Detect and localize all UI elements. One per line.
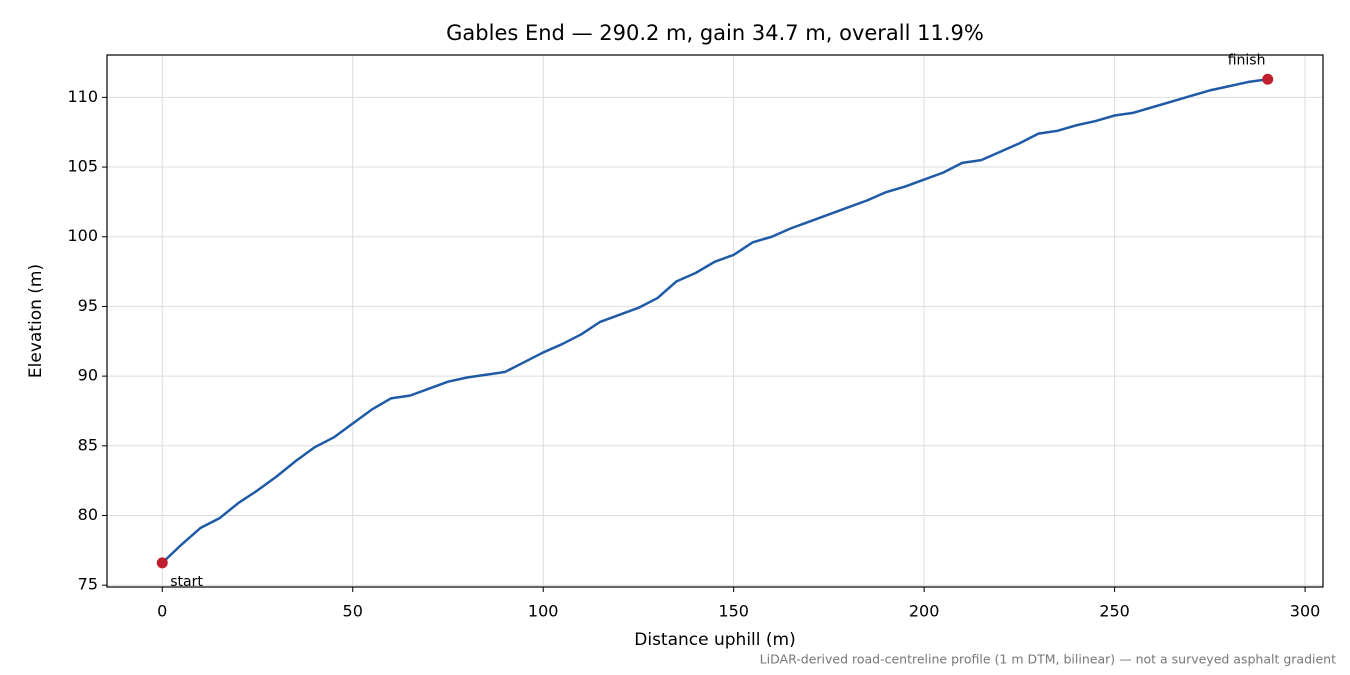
x-tick-label: 300 (1290, 602, 1321, 621)
x-tick-label: 100 (528, 602, 559, 621)
y-tick-label: 110 (67, 87, 98, 106)
y-tick-label: 90 (78, 366, 98, 385)
chart-title: Gables End — 290.2 m, gain 34.7 m, overa… (446, 21, 984, 45)
y-tick-label: 85 (78, 435, 98, 454)
x-tick-label: 50 (343, 602, 363, 621)
plot-frame (106, 54, 1324, 588)
endpoint-label: finish (1228, 52, 1266, 68)
x-tick-label: 250 (1099, 602, 1130, 621)
y-tick-label: 75 (78, 575, 98, 594)
y-tick-label: 105 (67, 157, 98, 176)
x-tick-label: 200 (909, 602, 940, 621)
x-tick-label: 150 (718, 602, 749, 621)
y-tick-label: 80 (78, 505, 98, 524)
y-tick-label: 95 (78, 296, 98, 315)
endpoint-label: start (170, 574, 203, 590)
footnote: LiDAR-derived road-centreline profile (1… (760, 652, 1336, 667)
endpoint-marker (156, 557, 168, 569)
x-axis-label: Distance uphill (m) (634, 630, 795, 650)
elevation-line (161, 78, 1268, 564)
y-tick-label: 100 (67, 226, 98, 245)
y-axis-label: Elevation (m) (26, 264, 46, 378)
x-tick-label: 0 (157, 602, 167, 621)
endpoint-marker (1262, 73, 1274, 85)
